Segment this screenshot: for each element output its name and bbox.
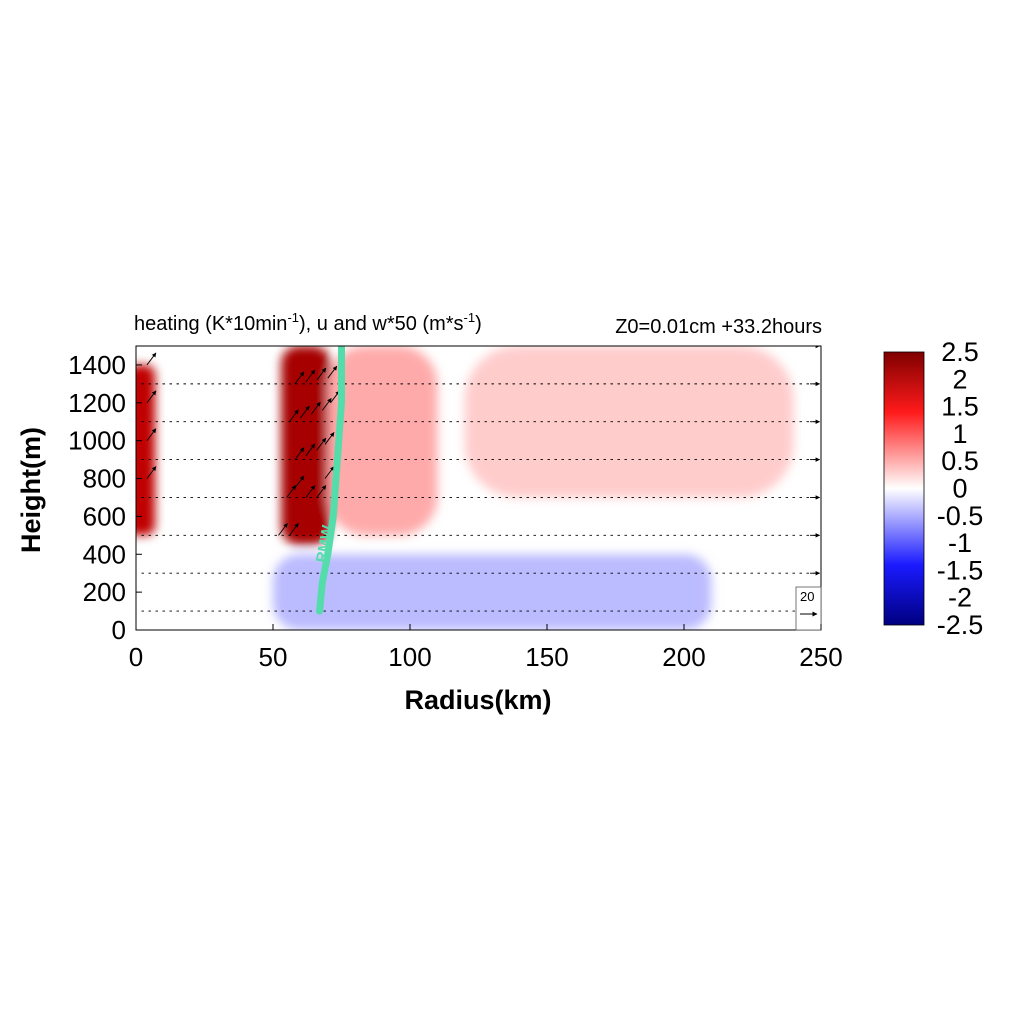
updraft-vector-15 <box>294 371 305 385</box>
reference-vector: 20 <box>795 586 822 631</box>
y-axis-title: Height(m) <box>16 427 46 553</box>
heating-region-2 <box>136 364 156 536</box>
updraft-vector-2 <box>294 475 305 489</box>
x-tick-label: 50 <box>259 642 288 672</box>
colorbar-tick-label: -1 <box>948 528 972 558</box>
x-axis-title: Radius(km) <box>404 685 551 715</box>
colorbar <box>883 351 925 626</box>
heating-region-5 <box>273 554 712 630</box>
colorbar-tick-label: 1.5 <box>941 392 979 422</box>
updraft-vector-10 <box>289 409 299 423</box>
plot-frame <box>135 345 822 631</box>
y-tick-label: 1400 <box>68 350 126 380</box>
updraft-vector-18 <box>327 365 338 379</box>
x-tick-label: 0 <box>129 642 143 672</box>
updraft-vector-17 <box>316 367 327 381</box>
updraft-vector-6 <box>294 447 305 460</box>
updraft-vector-9 <box>324 432 335 445</box>
updraft-vector-11 <box>300 405 310 419</box>
colorbar-tick-label: -2 <box>948 583 972 613</box>
colorbar-tick-label: 0.5 <box>941 446 979 476</box>
y-tick-label: 1200 <box>68 388 126 418</box>
reference-vector-label: 20 <box>800 589 814 604</box>
updraft-vector-16 <box>305 369 316 383</box>
updraft-vector-13 <box>321 398 332 411</box>
chart-title: heating (K*10min-1), u and w*50 (m*s-1) <box>134 310 482 335</box>
updraft-vector-12 <box>310 401 321 415</box>
colorbar-tick-label: 0 <box>952 474 967 504</box>
updraft-vector-19 <box>146 390 157 404</box>
updraft-vector-5 <box>324 466 335 479</box>
heating-region-4 <box>464 346 794 498</box>
y-tick-label: 600 <box>83 501 126 531</box>
updraft-vector-22 <box>146 352 157 366</box>
x-axis: 0 50 100 150 200 250 <box>129 624 843 672</box>
y-axis: 0 200 400 600 800 1000 1200 1400 <box>68 350 142 645</box>
updraft-vector-8 <box>316 437 327 451</box>
x-tick-label: 250 <box>799 642 842 672</box>
updraft-vector-7 <box>305 443 316 457</box>
x-tick-label: 200 <box>662 642 705 672</box>
updraft-vector-24 <box>289 522 299 536</box>
colorbar-tick-label: -0.5 <box>937 501 984 531</box>
x-tick-label: 150 <box>525 642 568 672</box>
colorbar-tick-label: 1 <box>952 419 967 449</box>
y-tick-label: 400 <box>83 539 126 569</box>
rmw-curve: RMW <box>313 346 345 615</box>
updraft-vector-3 <box>305 485 316 498</box>
updraft-vector-23 <box>278 522 288 536</box>
chart-subtitle: Z0=0.01cm +33.2hours <box>615 316 822 338</box>
updraft-vector-20 <box>146 428 157 441</box>
updraft-vector-21 <box>146 466 157 479</box>
x-tick-label: 100 <box>388 642 431 672</box>
colorbar-tick-label: 2.5 <box>941 337 979 367</box>
heating-region-3 <box>327 346 438 536</box>
y-tick-label: 0 <box>112 615 126 645</box>
colorbar-tick-label: -2.5 <box>937 610 984 640</box>
y-tick-label: 200 <box>83 577 126 607</box>
updraft-vector-4 <box>316 485 327 498</box>
rmw-line <box>316 346 345 615</box>
rmw-label: RMW <box>313 523 336 564</box>
colorbar-tick-label: -1.5 <box>937 555 984 585</box>
colorbar-tick-label: 2 <box>952 364 967 394</box>
y-tick-label: 1000 <box>68 426 126 456</box>
y-tick-label: 800 <box>83 464 126 494</box>
heating-region-1 <box>281 346 331 545</box>
updraft-vector-1 <box>286 485 297 498</box>
colorbar-ticks: 2.521.510.50-0.5-1-1.5-2-2.5 <box>937 337 984 640</box>
